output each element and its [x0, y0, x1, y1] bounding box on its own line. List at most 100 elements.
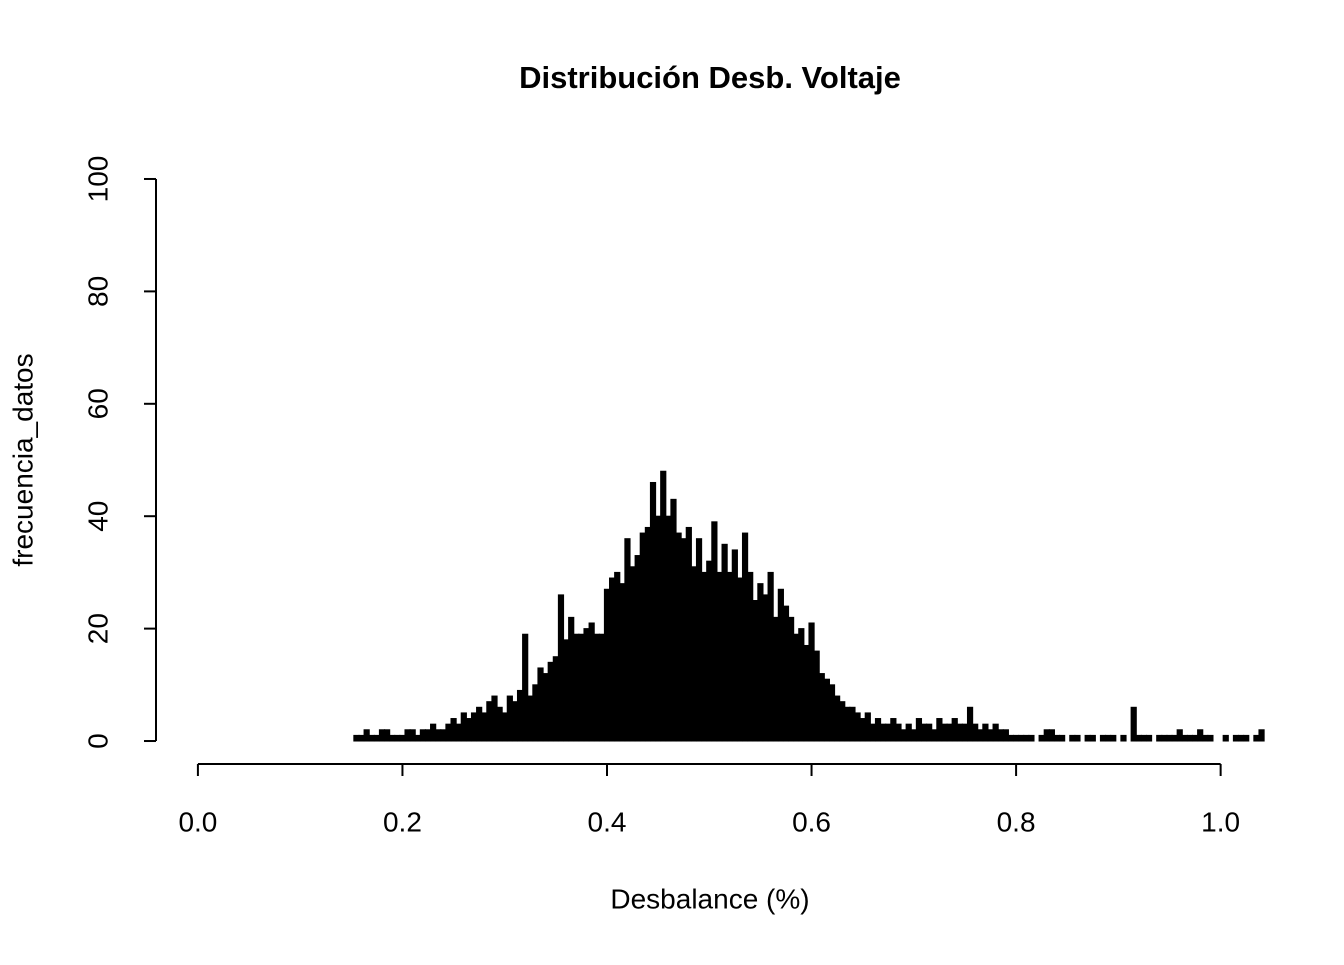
y-tick-label: 40: [82, 501, 113, 532]
bar: [1171, 734, 1178, 742]
bar: [470, 712, 478, 742]
bar: [1110, 734, 1117, 742]
bar: [977, 729, 984, 742]
bar: [675, 532, 682, 742]
bar: [1202, 734, 1209, 742]
bar: [1232, 734, 1240, 742]
bar: [690, 566, 698, 742]
bar: [1156, 734, 1163, 742]
bar: [389, 734, 396, 742]
bar: [1018, 734, 1025, 742]
bar: [655, 515, 662, 742]
bar: [522, 633, 529, 742]
bar: [373, 734, 380, 742]
bar: [961, 723, 969, 742]
bar: [997, 729, 1004, 742]
bar: [1074, 734, 1081, 742]
bar: [701, 571, 708, 742]
bar: [1130, 706, 1137, 742]
bar: [430, 723, 437, 742]
bar: [1191, 734, 1199, 742]
bar: [844, 706, 851, 742]
bar: [946, 723, 953, 742]
bar: [1258, 729, 1265, 742]
bar: [358, 734, 365, 742]
bar: [757, 583, 764, 742]
bar: [1038, 734, 1045, 742]
bar: [670, 498, 677, 742]
bar: [834, 695, 841, 742]
bar: [823, 678, 830, 742]
x-tick-label: 0.4: [588, 806, 627, 837]
y-tick-label: 20: [82, 613, 113, 644]
bar: [547, 661, 554, 742]
bar: [537, 667, 544, 742]
bar: [409, 729, 416, 742]
bar: [808, 622, 815, 742]
bar: [496, 706, 503, 742]
chart-title: Distribución Desb. Voltaje: [519, 60, 901, 95]
bar: [1012, 734, 1020, 742]
bar: [511, 701, 519, 742]
bar: [1023, 734, 1030, 742]
x-tick-label: 1.0: [1201, 806, 1240, 837]
y-tick-label: 0: [82, 733, 113, 749]
bar: [1002, 729, 1009, 742]
bar: [568, 616, 575, 742]
bar: [721, 543, 728, 742]
bar: [793, 633, 800, 742]
bar: [1099, 734, 1107, 742]
bar: [1197, 729, 1204, 742]
bar: [1166, 734, 1173, 742]
bar: [532, 684, 539, 742]
bar: [1053, 734, 1061, 742]
bar: [644, 526, 652, 742]
bar: [854, 712, 861, 742]
bar: [516, 689, 524, 742]
bar: [752, 600, 759, 742]
bar: [849, 706, 856, 742]
bar: [956, 723, 963, 742]
bar: [598, 633, 605, 742]
bar: [501, 712, 508, 742]
bar: [992, 723, 999, 742]
bar: [874, 718, 882, 742]
bar: [419, 729, 427, 742]
bar: [818, 673, 825, 742]
bar: [936, 718, 943, 742]
bar: [787, 616, 795, 742]
y-tick-label: 60: [82, 388, 113, 419]
bar: [578, 633, 585, 742]
bar: [614, 571, 621, 742]
bar: [1059, 734, 1066, 742]
bar: [900, 729, 907, 742]
bar: [803, 644, 810, 742]
bar: [399, 734, 406, 742]
bar: [869, 723, 877, 742]
bar: [629, 566, 636, 742]
bar: [910, 729, 917, 742]
bar: [731, 549, 738, 742]
bar: [813, 650, 820, 742]
bar: [828, 684, 836, 742]
bar: [573, 633, 580, 742]
bar: [966, 706, 974, 742]
bar: [1207, 734, 1214, 742]
x-tick-label: 0.6: [792, 806, 831, 837]
bar: [880, 723, 887, 742]
bar: [455, 723, 462, 742]
bar: [895, 723, 902, 742]
bar: [450, 718, 457, 742]
bar: [1043, 729, 1050, 742]
bar: [772, 616, 779, 742]
bar: [1181, 734, 1188, 742]
bar: [890, 718, 897, 742]
bar: [562, 639, 570, 742]
bar: [378, 729, 386, 742]
x-tick-label: 0.2: [383, 806, 422, 837]
x-tick-label: 0.0: [178, 806, 217, 837]
bar: [588, 622, 595, 742]
bar: [931, 729, 938, 742]
bar: [1222, 734, 1229, 742]
